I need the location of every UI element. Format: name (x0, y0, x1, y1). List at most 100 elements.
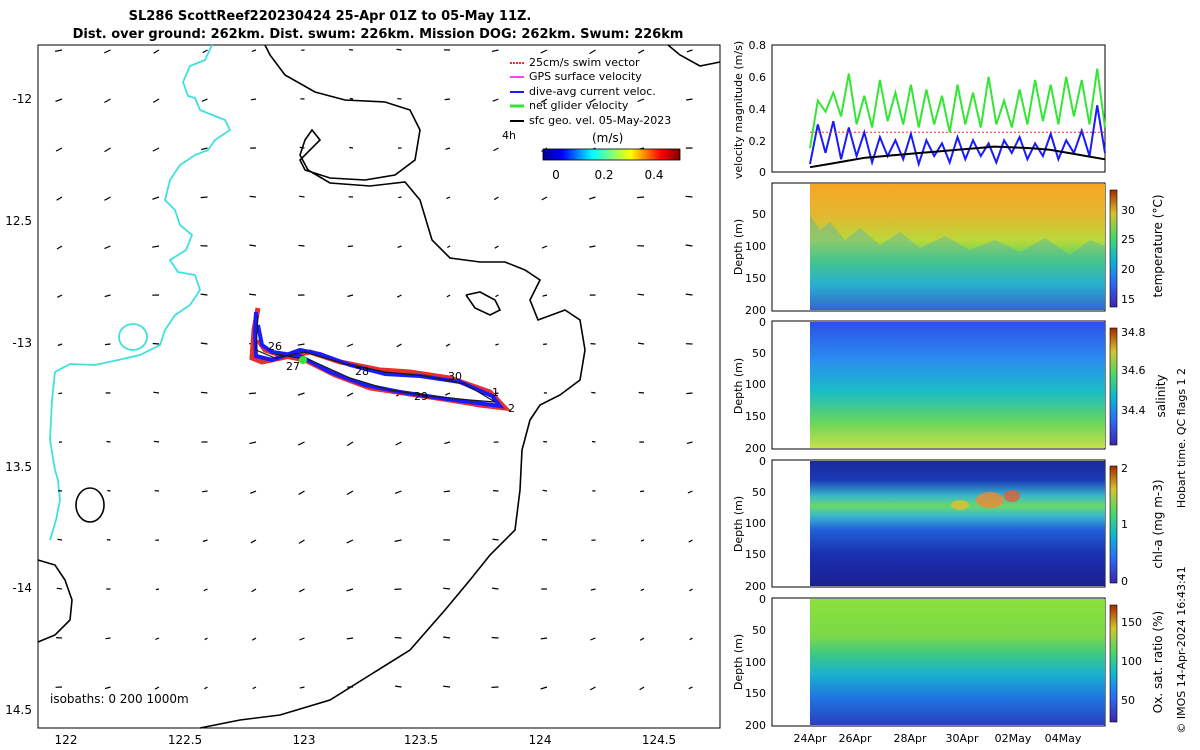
black-isobath-upper-right (667, 44, 721, 67)
velocity-arrow (540, 637, 548, 640)
depth-tick: 100 (745, 378, 766, 391)
velocity-arrow (204, 686, 208, 690)
map-x-tick: 124 (529, 733, 552, 747)
velocity-y-tick: 0.8 (749, 39, 767, 52)
velocity-arrow (55, 98, 63, 102)
velocity-arrow (689, 588, 693, 592)
map-y-tick: 12.5 (5, 214, 32, 228)
velocity-arrow (249, 392, 257, 395)
velocity-arrow (251, 49, 257, 52)
velocity-arrow (591, 440, 596, 443)
depth-tick: 50 (752, 624, 766, 637)
velocity-y-tick: 0.4 (749, 103, 767, 116)
velocity-series-line (809, 68, 1106, 149)
velocity-arrow (104, 686, 111, 690)
salinity-cbar-tick: 34.4 (1121, 404, 1146, 417)
cyan-coastline (49, 44, 232, 541)
oxygen-heatmap (810, 599, 1105, 725)
oxygen-colorbar (1109, 604, 1118, 723)
velocity-arrow (152, 245, 160, 248)
velocity-arrow (54, 49, 63, 52)
velocity-arrow (107, 489, 111, 492)
time-tick: 04May (1045, 732, 1082, 745)
velocity-arrow (688, 539, 693, 543)
track-day-label: 1 (492, 386, 499, 399)
velocity-arrow (57, 294, 63, 298)
velocity-arrow (446, 196, 451, 200)
velocity-arrow (443, 685, 451, 688)
depth-tick: 50 (752, 347, 766, 360)
velocity-arrow (56, 245, 63, 250)
oxygen-cbar-tick: 150 (1121, 616, 1142, 629)
velocity-arrow (201, 147, 208, 151)
velocity-arrow (494, 245, 499, 249)
track-start-marker (299, 356, 307, 364)
velocity-arrow (685, 195, 693, 198)
chlorophyll-cbar-tick: 1 (1121, 518, 1128, 531)
map-x-tick: 122 (55, 733, 78, 747)
velocity-arrow (204, 637, 208, 641)
velocity-arrow (396, 294, 402, 298)
salinity-cbar-label: salinity (1154, 374, 1168, 417)
temperature-cbar-tick: 30 (1121, 204, 1135, 217)
velocity-arrow (640, 588, 645, 592)
depth-tick: 200 (745, 719, 766, 732)
velocity-arrow (639, 637, 645, 641)
salinity-cbar-tick: 34.8 (1121, 326, 1146, 339)
legend-label: sfc geo. vel. 05-May-2023 (529, 114, 671, 127)
velocity-arrow (251, 588, 257, 593)
depth-tick: 100 (745, 517, 766, 530)
velocity-panel: 0.8 0.6 0.4 0.2 0 velocity magnitude (m/… (732, 39, 1106, 179)
track-day-label: 2 (508, 402, 515, 415)
velocity-arrow (591, 391, 596, 394)
velocity-arrow (589, 49, 596, 55)
velocity-y-tick: 0.6 (749, 71, 767, 84)
map-legend: 25cm/s swim vector GPS surface velocity … (502, 56, 681, 182)
velocity-arrow (104, 343, 111, 346)
velocity-arrow (686, 392, 693, 395)
black-isobath (199, 44, 586, 729)
velocity-arrow (249, 293, 257, 296)
velocity-arrow (394, 539, 402, 542)
velocity-arrow (491, 49, 499, 52)
velocity-arrow (298, 539, 305, 544)
chlorophyll-cbar-tick: 2 (1121, 462, 1128, 475)
velocity-arrow (58, 392, 63, 395)
black-isobath-island (75, 487, 105, 523)
velocity-arrow (346, 343, 354, 348)
temperature-panel: 50 100 150 200 Depth (m) 15 20 25 30 tem… (732, 182, 1165, 317)
chlorophyll-y-label: Depth (m) (732, 496, 745, 552)
velocity-y-tick: 0 (759, 166, 766, 179)
velocity-arrow (153, 49, 160, 54)
temperature-thermocline-shade (810, 215, 1105, 310)
depth-tick: 200 (745, 442, 766, 455)
velocity-arrow (493, 196, 499, 201)
velocity-arrow (55, 147, 63, 152)
velocity-arrow (589, 686, 596, 691)
velocity-arrow (104, 294, 111, 298)
velocity-arrow (249, 195, 257, 198)
velocity-arrow (686, 98, 693, 101)
velocity-arrow (540, 98, 548, 103)
velocity-arrow (200, 293, 208, 296)
map-y-tick: -12 (12, 92, 32, 106)
velocity-arrow (349, 146, 354, 149)
black-isobath-left (37, 559, 73, 643)
velocity-arrow (589, 245, 596, 248)
velocity-arrow (297, 392, 305, 396)
map-x-tick: 123 (293, 733, 316, 747)
map-y-tick: -14 (12, 581, 32, 595)
time-axis: 24Apr 26Apr 28Apr 30Apr 02May 04May (793, 732, 1081, 745)
velocity-arrow (638, 391, 645, 394)
velocity-arrow (397, 245, 402, 248)
velocity-lines (809, 68, 1106, 169)
velocity-arrow (688, 686, 693, 690)
velocity-arrow (299, 146, 305, 149)
velocity-arrow (346, 441, 354, 447)
velocity-arrow (446, 294, 451, 298)
depth-tick: 0 (759, 455, 766, 468)
velocity-arrow (249, 244, 257, 247)
velocity-series-line (809, 145, 1106, 169)
velocity-arrow (347, 294, 354, 298)
legend-label: net glider velocity (529, 99, 629, 112)
